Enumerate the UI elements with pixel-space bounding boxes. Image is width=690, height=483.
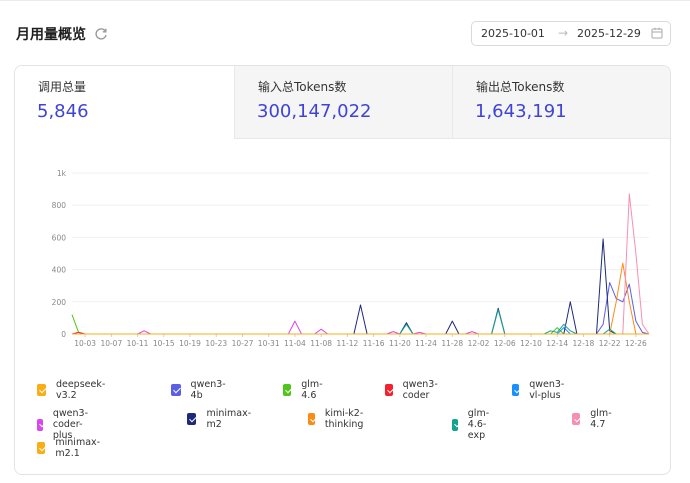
x-tick-label: 10-15 — [153, 339, 175, 348]
checkbox-checked-icon[interactable] — [512, 384, 520, 396]
legend-label: minimax-m2 — [206, 408, 252, 430]
stats-tabs: 调用总量 5,846 输入总Tokens数 300,147,022 输出总Tok… — [15, 66, 670, 139]
page-header: 月用量概览 — [16, 22, 108, 46]
y-tick-label: 800 — [52, 201, 67, 210]
x-tick-label: 10-23 — [205, 339, 227, 348]
stat-tab-calls[interactable]: 调用总量 5,846 — [15, 66, 234, 139]
legend-label: deepseek-v3.2 — [55, 379, 106, 401]
x-tick-label: 12-26 — [625, 339, 647, 348]
x-tick-label: 10-31 — [258, 339, 280, 348]
legend-label: glm-4.6 — [301, 379, 323, 401]
checkbox-checked-icon[interactable] — [37, 418, 43, 431]
x-tick-label: 11-08 — [310, 339, 332, 348]
stat-tab-input-tokens[interactable]: 输入总Tokens数 300,147,022 — [234, 66, 452, 139]
x-tick-label: 11-28 — [441, 339, 463, 348]
page-title: 月用量概览 — [16, 27, 86, 43]
stat-value: 300,147,022 — [257, 101, 372, 122]
checkbox-checked-icon[interactable] — [171, 384, 181, 396]
x-tick-label: 10-07 — [100, 339, 122, 348]
stat-label: 调用总量 — [38, 80, 87, 94]
legend-label: kimi-k2-thinking — [324, 408, 364, 430]
legend-label: qwen3-coder-plus — [52, 408, 88, 441]
x-tick-label: 12-10 — [520, 339, 542, 348]
legend-label: qwen3-coder — [402, 379, 438, 401]
legend-item[interactable]: glm-4.7 — [572, 408, 615, 430]
x-tick-label: 12-18 — [573, 339, 595, 348]
stat-label: 输入总Tokens数 — [258, 80, 347, 94]
checkbox-checked-icon[interactable] — [385, 384, 393, 396]
legend-item[interactable]: kimi-k2-thinking — [308, 408, 369, 430]
x-tick-label: 10-03 — [74, 339, 96, 348]
series-line-minimax-m2 — [72, 238, 649, 335]
legend-label: qwen3-4b — [190, 379, 226, 401]
refresh-icon[interactable] — [94, 27, 108, 41]
y-tick-label: 400 — [52, 266, 67, 275]
legend-item[interactable]: minimax-m2.1 — [37, 437, 104, 459]
checkbox-checked-icon[interactable] — [187, 413, 197, 425]
legend-item[interactable]: glm-4.6 — [283, 379, 326, 401]
calendar-icon[interactable] — [651, 27, 663, 39]
legend-item[interactable]: deepseek-v3.2 — [37, 379, 108, 401]
checkbox-checked-icon[interactable] — [37, 384, 46, 396]
series-line-glm-4.6 — [71, 314, 649, 335]
x-tick-label: 12-06 — [494, 339, 516, 348]
date-range-arrow-icon: → — [558, 26, 569, 40]
date-end-input[interactable]: 2025-12-29 — [577, 27, 641, 40]
checkbox-checked-icon[interactable] — [37, 442, 46, 454]
y-tick-label: 0 — [61, 330, 66, 339]
stat-tab-output-tokens[interactable]: 输出总Tokens数 1,643,191 — [452, 66, 670, 139]
x-tick-label: 12-14 — [546, 339, 568, 348]
legend-label: minimax-m2.1 — [55, 437, 101, 459]
stat-value: 1,643,191 — [475, 101, 567, 122]
legend-label: glm-4.7 — [590, 408, 612, 430]
top-divider — [0, 0, 690, 1]
date-start-input[interactable]: 2025-10-01 — [481, 27, 545, 40]
legend-item[interactable]: qwen3-4b — [171, 379, 228, 401]
x-tick-label: 11-24 — [415, 339, 437, 348]
legend-label: glm-4.6-exp — [467, 408, 490, 441]
x-tick-label: 12-02 — [468, 339, 490, 348]
y-tick-label: 600 — [52, 233, 67, 242]
series-line-qwen3-4b — [72, 282, 650, 335]
x-tick-label: 11-12 — [336, 339, 358, 348]
x-tick-label: 11-20 — [389, 339, 411, 348]
stat-label: 输出总Tokens数 — [476, 80, 565, 94]
legend-label: qwen3-vl-plus — [529, 379, 565, 401]
legend-item[interactable]: qwen3-vl-plus — [512, 379, 569, 401]
legend-item[interactable]: minimax-m2 — [187, 408, 254, 430]
checkbox-checked-icon[interactable] — [572, 413, 581, 425]
series-line-glm-4.7 — [72, 193, 650, 335]
series-line-kimi-k2-thinking — [72, 262, 649, 335]
date-range-picker[interactable]: 2025-10-01 → 2025-12-29 — [471, 21, 671, 46]
checkbox-checked-icon[interactable] — [283, 384, 292, 396]
legend-item[interactable]: qwen3-coder-plus — [37, 408, 94, 441]
x-tick-label: 10-19 — [179, 339, 201, 348]
usage-line-chart: 0 200 400 600 800 1k 10-03 10-07 10-11 10-15 10-19… — [52, 169, 650, 348]
x-tick-label: 10-11 — [127, 339, 149, 348]
stat-value: 5,846 — [37, 101, 89, 122]
y-tick-label: 1k — [57, 169, 67, 178]
legend-item[interactable]: glm-4.6-exp — [452, 408, 495, 441]
x-tick-label: 11-16 — [363, 339, 385, 348]
series-line-glm-4.6-exp — [72, 309, 649, 335]
checkbox-checked-icon[interactable] — [452, 418, 458, 431]
legend-item[interactable]: qwen3-coder — [385, 379, 442, 401]
x-tick-label: 12-22 — [599, 339, 621, 348]
y-tick-label: 200 — [52, 298, 67, 307]
x-tick-label: 10-27 — [232, 339, 254, 348]
x-tick-label: 11-04 — [284, 339, 306, 348]
checkbox-checked-icon[interactable] — [308, 413, 315, 425]
usage-card: 调用总量 5,846 输入总Tokens数 300,147,022 输出总Tok… — [14, 65, 671, 475]
